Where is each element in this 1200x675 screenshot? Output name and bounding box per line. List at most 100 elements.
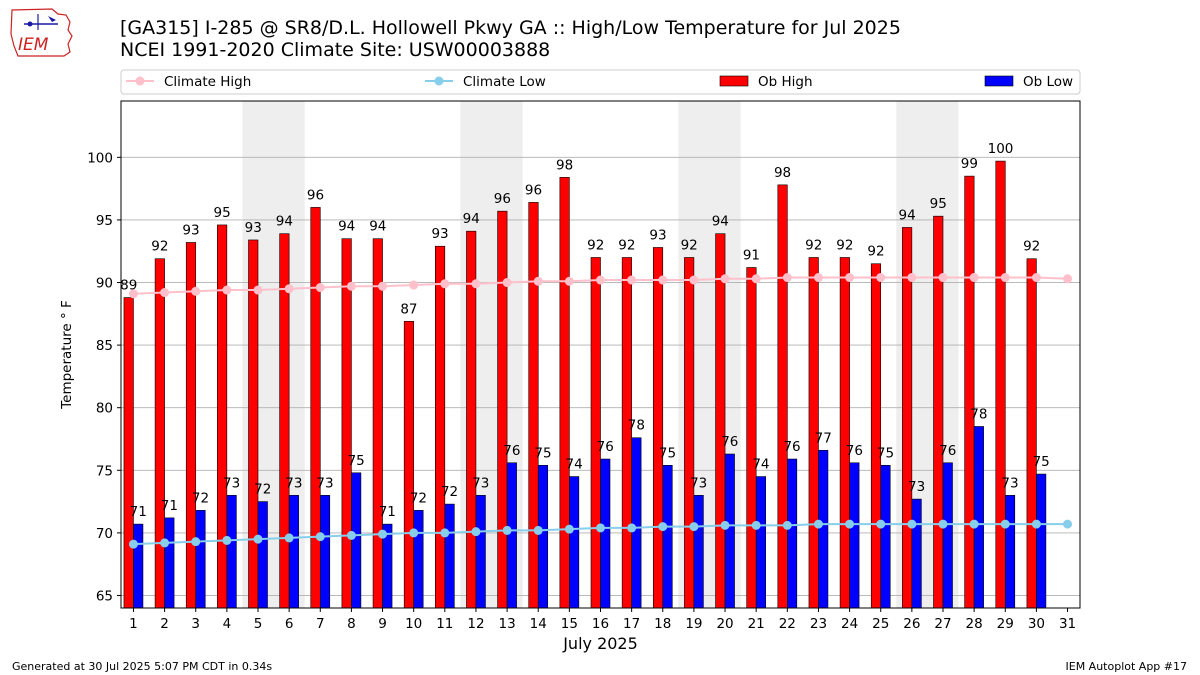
climate-high-point [409, 280, 419, 290]
climate-low-point [1031, 519, 1041, 529]
climate-low-point [128, 539, 138, 549]
climate-high-point [284, 284, 294, 294]
ob-low-bar [257, 501, 268, 609]
climate-low-point [596, 523, 605, 533]
x-tick-label: 30 [1028, 616, 1045, 632]
climate-low-point [1000, 519, 1010, 529]
ob-high-label: 93 [649, 227, 666, 243]
ob-high-label: 94 [899, 207, 916, 223]
climate-low-point [409, 528, 419, 538]
climate-high-point [938, 273, 948, 283]
ob-low-label: 71 [379, 504, 396, 520]
ob-low-label: 72 [254, 482, 271, 498]
climate-low-point [938, 519, 948, 529]
x-tick-label: 19 [685, 616, 702, 632]
climate-high-point [751, 274, 761, 284]
ob-low-label: 77 [815, 430, 832, 446]
ob-low-bar [755, 476, 766, 609]
ob-low-label: 76 [721, 434, 738, 450]
climate-low-point [440, 528, 450, 538]
ob-low-bar [849, 462, 860, 609]
x-axis-label: July 2025 [562, 634, 638, 653]
ob-low-bar [662, 464, 673, 609]
ob-high-label: 98 [774, 165, 791, 181]
ob-low-label: 73 [285, 475, 302, 491]
ob-high-label: 95 [214, 205, 231, 221]
x-tick-label: 17 [623, 616, 640, 632]
ob-high-label: 94 [369, 219, 386, 235]
ob-high-label: 89 [120, 278, 137, 294]
climate-low-point [969, 519, 979, 529]
climate-low-point [284, 533, 294, 543]
ob-low-bar [319, 495, 331, 609]
ob-high-bar [528, 202, 539, 609]
y-tick-label: 70 [96, 526, 113, 542]
ob-low-label: 76 [846, 443, 863, 459]
ob-high-label: 96 [525, 182, 542, 198]
x-tick-label: 11 [436, 616, 453, 632]
x-tick-label: 21 [748, 616, 765, 632]
climate-high-point [253, 285, 263, 295]
ob-low-label: 73 [472, 475, 489, 491]
climate-high-legend-label: Climate High [164, 74, 251, 90]
ob-low-label: 74 [752, 457, 769, 473]
climate-high-point [471, 279, 481, 289]
climate-low-point [346, 530, 356, 540]
climate-high-point [907, 273, 917, 283]
ob-high-bar [217, 224, 228, 609]
climate-high-point [876, 273, 886, 283]
ob-low-label: 74 [566, 457, 583, 473]
ob-high-label: 94 [463, 211, 480, 227]
climate-high-point [782, 273, 792, 283]
ob-high-bar [684, 257, 695, 609]
y-tick-label: 100 [87, 150, 113, 166]
ob-low-bar [973, 426, 984, 609]
climate-high-point [440, 279, 450, 289]
climate-high-point [160, 288, 170, 298]
ob-low-bar [164, 517, 175, 609]
ob-high-bar [1026, 258, 1037, 609]
x-tick-label: 29 [997, 616, 1014, 632]
ob-low-bar [724, 453, 735, 609]
ob-high-bar [123, 297, 134, 609]
y-tick-label: 80 [96, 401, 113, 417]
y-tick-label: 85 [96, 338, 113, 354]
ob-high-bar [652, 247, 664, 609]
ob-low-bar [1004, 495, 1016, 609]
climate-low-point [564, 524, 574, 534]
climate-low-point [689, 522, 699, 532]
ob-low-bar [1036, 473, 1047, 609]
ob-high-bar [964, 175, 975, 609]
ob-low-label: 76 [939, 443, 956, 459]
ob-high-label: 94 [712, 214, 729, 230]
ob-high-label: 98 [556, 157, 573, 173]
ob-low-bar [787, 458, 798, 609]
x-tick-label: 9 [378, 616, 387, 632]
climate-high-point [1000, 273, 1010, 283]
title-line-2: NCEI 1991-2020 Climate Site: USW00003888 [120, 39, 551, 61]
climate-high-point [845, 273, 855, 283]
ob-low-bar [942, 462, 953, 609]
ob-high-label: 95 [930, 196, 947, 212]
y-tick-label: 90 [96, 276, 113, 292]
climate-high-point [533, 276, 543, 286]
ob-low-label: 73 [690, 475, 707, 491]
x-tick-label: 13 [498, 616, 515, 632]
chart-title: [GA315] I-285 @ SR8/D.L. Hollowell Pkwy … [120, 17, 901, 61]
climate-high-point [564, 276, 574, 286]
ob-low-label: 73 [223, 475, 240, 491]
ob-low-bar [351, 472, 362, 609]
ob-low-bar [600, 458, 611, 609]
climate-high-point [658, 275, 668, 285]
climate-low-point [627, 523, 637, 533]
climate-high-point [222, 285, 232, 295]
legend-box [120, 69, 1081, 95]
ob-high-bar [715, 233, 726, 609]
climate-high-point [346, 281, 356, 291]
climate-low-point [658, 522, 668, 532]
ob-high-bar [839, 257, 850, 609]
ob-high-label: 96 [307, 187, 324, 203]
ob-low-bar [226, 495, 237, 609]
ob-high-label: 99 [961, 156, 978, 172]
